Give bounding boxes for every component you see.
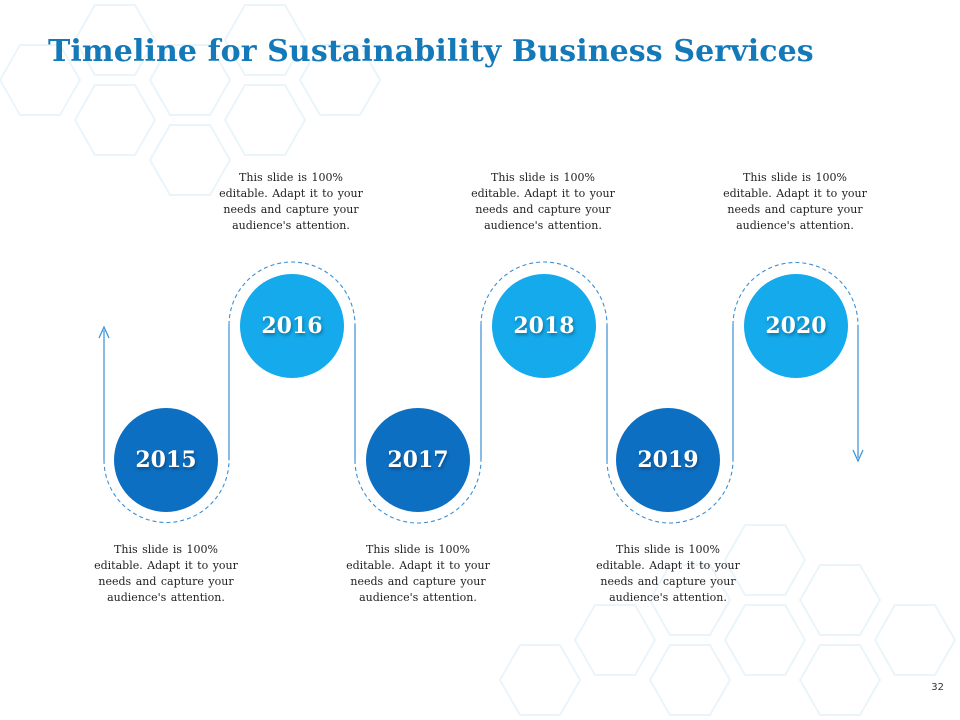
milestone-description-2015: This slide is 100% editable. Adapt it to… [94,543,238,604]
milestone-year: 2017 [387,447,449,473]
milestone-node-2017: 2017 [366,408,470,512]
milestone-year: 2015 [135,447,197,473]
milestone-node-2016: 2016 [240,274,344,378]
milestone-node-2020: 2020 [744,274,848,378]
milestone-description-2017: This slide is 100% editable. Adapt it to… [346,543,490,604]
page-number: 32 [931,682,944,693]
milestone-node-2018: 2018 [492,274,596,378]
milestone-year: 2018 [513,313,575,339]
timeline-path [98,325,864,463]
dashed-arcs [103,261,859,524]
milestone-year: 2019 [637,447,699,473]
milestone-node-2019: 2019 [616,408,720,512]
milestone-description-2019: This slide is 100% editable. Adapt it to… [596,543,740,604]
milestone-description-2018: This slide is 100% editable. Adapt it to… [471,171,615,232]
milestone-year: 2020 [765,313,827,339]
milestone-node-2015: 2015 [114,408,218,512]
milestone-description-2016: This slide is 100% editable. Adapt it to… [219,171,363,232]
milestone-description-2020: This slide is 100% editable. Adapt it to… [723,171,867,232]
milestone-year: 2016 [261,313,323,339]
page-title: Timeline for Sustainability Business Ser… [48,34,814,69]
